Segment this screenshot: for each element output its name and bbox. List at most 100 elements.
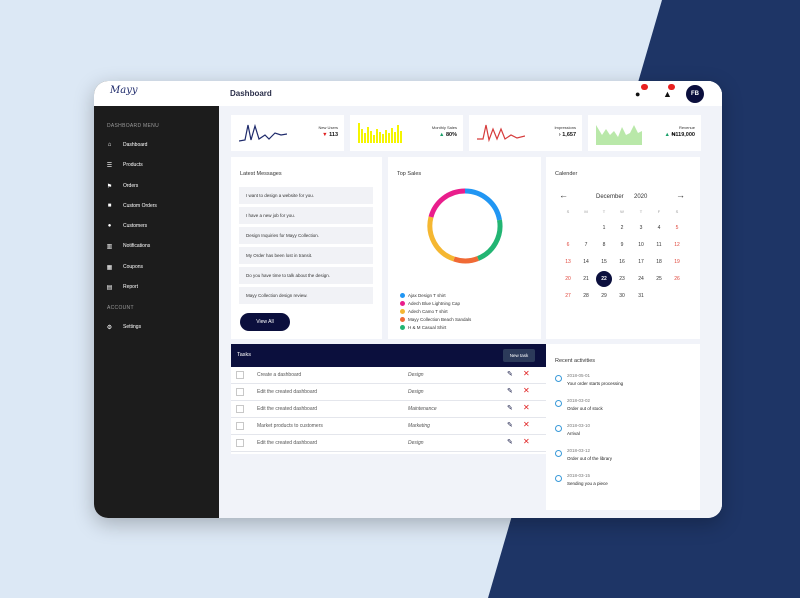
new-task-button[interactable]: New task (503, 349, 535, 362)
sidebar-item-report[interactable]: ▤ Report (106, 281, 138, 293)
donut-segment-orange (453, 256, 479, 264)
avatar[interactable]: FB (686, 85, 704, 103)
sidebar-item-settings[interactable]: ⚙ Settings (106, 321, 141, 333)
calendar-day[interactable]: 27 (565, 293, 571, 299)
calendar-day[interactable]: 6 (566, 242, 570, 248)
calendar-day[interactable]: 17 (638, 259, 644, 265)
latest-messages-card: Latest Messages I want to design a websi… (231, 157, 382, 339)
stat-card-impressions[interactable]: Impressions › 1,657 (469, 115, 582, 151)
edit-icon[interactable]: ✎ (507, 371, 513, 378)
calendar-day[interactable]: 28 (583, 293, 589, 299)
sidebar: Mayy DASHBOARD MENU ⌂ Dashboard ☰ Produc… (94, 81, 219, 518)
sidebar-item-dashboard[interactable]: ⌂ Dashboard (106, 139, 148, 151)
calendar-day[interactable]: 14 (583, 259, 589, 265)
calendar-day[interactable]: 19 (674, 259, 680, 265)
calendar-day[interactable]: 26 (674, 276, 680, 282)
sidebar-item-products[interactable]: ☰ Products (106, 159, 143, 171)
calendar-day[interactable]: 10 (638, 242, 644, 248)
message-item[interactable]: My Order has been lost in transit. (239, 247, 373, 264)
legend-item: Adech Camo T shirt (400, 309, 448, 314)
sidebar-item-orders[interactable]: ⚑ Orders (106, 180, 138, 192)
task-checkbox[interactable] (236, 422, 244, 430)
calendar-day[interactable]: 21 (583, 276, 589, 282)
recent-activities-card: Recent activities 2018-05-01 Your order s… (546, 344, 700, 510)
donut-segment-pink (428, 188, 466, 218)
tasks-title: Tasks (237, 352, 252, 358)
donut-segment-yellow (427, 216, 455, 262)
stat-card-revenue[interactable]: Revenue ▲ ₦119,000 (588, 115, 701, 151)
delete-icon[interactable]: ✕ (523, 369, 530, 378)
calendar-day[interactable]: 25 (656, 276, 662, 282)
home-icon: ⌂ (107, 142, 112, 148)
arrow-right-icon[interactable]: → (676, 190, 685, 200)
tasks-card: Tasks New task Create a dashboard Design ✎… (231, 344, 549, 454)
delete-icon[interactable]: ✕ (523, 403, 530, 412)
calendar-day[interactable]: 12 (674, 242, 680, 248)
delete-icon[interactable]: ✕ (523, 420, 530, 429)
sidebar-item-customers[interactable]: ● Customers (106, 220, 148, 232)
calendar-day[interactable]: 8 (602, 242, 606, 248)
sidebar-item-custom-orders[interactable]: ■ Custom Orders (106, 200, 157, 212)
calendar-weekday: W (620, 209, 624, 214)
calendar-day[interactable]: 7 (584, 242, 588, 248)
message-item[interactable]: Mayy Collection design review. (239, 287, 373, 304)
message-item[interactable]: Do you have time to talk about the desig… (239, 267, 373, 284)
calendar-day[interactable]: 24 (638, 276, 644, 282)
brand-logo[interactable]: Mayy (110, 85, 138, 96)
message-item[interactable]: Design Inquiries for Mayy Collection. (239, 227, 373, 244)
sidebar-item-coupons[interactable]: ▦ Coupons (106, 261, 143, 273)
calendar-day[interactable]: 9 (620, 242, 624, 248)
table-row: Market products to customers Marketing ✎ ✕ (231, 418, 549, 435)
sidebar-menu-heading: DASHBOARD MENU (107, 123, 159, 129)
edit-icon[interactable]: ✎ (507, 422, 513, 429)
task-checkbox[interactable] (236, 388, 244, 396)
calendar-day-today[interactable]: 22 (596, 271, 612, 287)
calendar-day[interactable]: 5 (675, 225, 679, 231)
task-category: Maintenance (408, 406, 437, 412)
calendar-day[interactable]: 4 (657, 225, 661, 231)
view-all-button[interactable]: View All (240, 313, 290, 331)
calendar-weekday: S (675, 209, 679, 214)
calendar-day[interactable]: 18 (656, 259, 662, 265)
edit-icon[interactable]: ✎ (507, 405, 513, 412)
calendar-day[interactable]: 31 (638, 293, 644, 299)
calendar-day[interactable]: 2 (620, 225, 624, 231)
task-checkbox[interactable] (236, 439, 244, 447)
delete-icon[interactable]: ✕ (523, 437, 530, 446)
calendar-day[interactable]: 13 (565, 259, 571, 265)
calendar-day[interactable]: 3 (639, 225, 643, 231)
calendar-day[interactable]: 29 (601, 293, 607, 299)
top-sales-title: Top Sales (397, 171, 422, 177)
calendar-day[interactable]: 11 (656, 242, 662, 248)
sidebar-item-notifications[interactable]: ▥ Notifications (106, 240, 151, 252)
bell-icon[interactable]: ▲ (663, 89, 672, 99)
calendar-day[interactable]: 1 (602, 225, 606, 231)
calendar-day[interactable]: 30 (619, 293, 625, 299)
calendar-day[interactable]: 16 (619, 259, 625, 265)
table-row: Edit the created dashboard Design ✎ ✕ (231, 384, 549, 401)
edit-icon[interactable]: ✎ (507, 388, 513, 395)
donut-segment-blue (464, 188, 502, 221)
dashboard-window: Mayy DASHBOARD MENU ⌂ Dashboard ☰ Produc… (94, 81, 722, 518)
delete-icon[interactable]: ✕ (523, 386, 530, 395)
task-category: Marketing (408, 423, 430, 429)
edit-icon[interactable]: ✎ (507, 439, 513, 446)
calendar-day[interactable]: 23 (619, 276, 625, 282)
stat-card-new-users[interactable]: New Users ▼ 113 (231, 115, 344, 151)
message-item[interactable]: I have a new job for you. (239, 207, 373, 224)
task-checkbox[interactable] (236, 405, 244, 413)
recent-activities-title: Recent activities (555, 358, 596, 364)
calendar-day[interactable]: 20 (565, 276, 571, 282)
chat-icon[interactable]: ● (635, 89, 641, 99)
arrow-left-icon[interactable]: ← (559, 190, 568, 200)
latest-messages-title: Latest Messages (240, 171, 282, 177)
stat-card-monthly-sales[interactable]: Monthly Sales ▲ 80% (350, 115, 463, 151)
bell-badge (668, 84, 675, 90)
task-checkbox[interactable] (236, 371, 244, 379)
message-item[interactable]: I want to design a website for you. (239, 187, 373, 204)
sidebar-item-label: Custom Orders (123, 203, 157, 209)
sidebar-account-heading: ACCOUNT (107, 305, 134, 311)
calendar-day[interactable]: 15 (601, 259, 607, 265)
main-content: Dashboard ● ▲ FB New Users ▼ 113 (219, 81, 722, 518)
activity-description: Sending you a piece (567, 481, 608, 486)
